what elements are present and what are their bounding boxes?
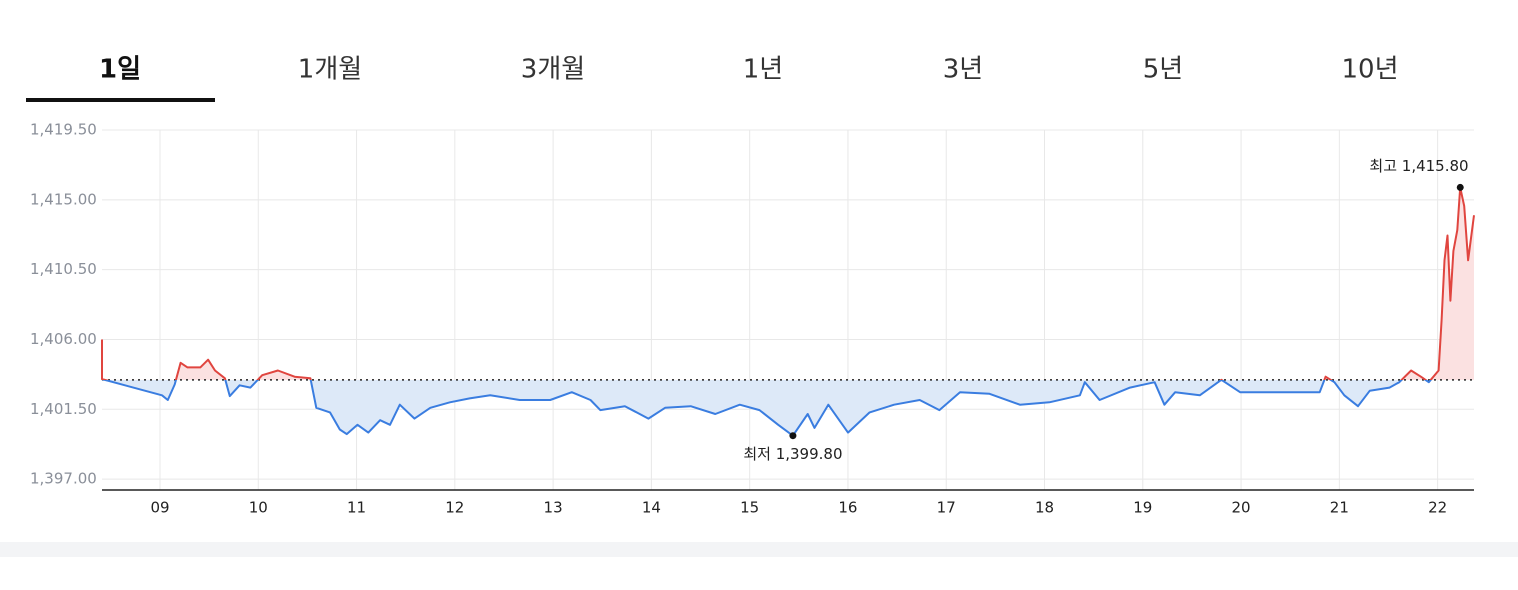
annotation-dot	[1456, 183, 1464, 191]
area-fill	[102, 187, 1474, 436]
x-tick-label: 20	[1232, 499, 1251, 517]
x-tick-label: 14	[642, 499, 661, 517]
annotation-dot	[789, 432, 797, 440]
tab[interactable]: 3개월	[521, 55, 585, 85]
x-tick-label: 18	[1035, 499, 1054, 517]
footer-band	[0, 542, 1518, 557]
tab[interactable]: 5년	[1143, 55, 1183, 85]
x-tick-label: 10	[249, 499, 268, 517]
annotation-label: 최저 1,399.80	[743, 445, 842, 463]
y-tick-label: 1,415.00	[30, 190, 97, 208]
tab[interactable]: 1일	[99, 55, 141, 85]
tab[interactable]: 1개월	[298, 55, 362, 85]
x-tick-label: 13	[544, 499, 563, 517]
x-tick-label: 09	[150, 499, 169, 517]
tab[interactable]: 3년	[943, 55, 983, 85]
y-tick-label: 1,410.50	[30, 260, 97, 278]
x-tick-label: 22	[1428, 499, 1447, 517]
x-tick-label: 11	[347, 499, 366, 517]
x-tick-label: 21	[1330, 499, 1349, 517]
annotation-label: 최고 1,415.80	[1369, 157, 1468, 175]
y-tick-label: 1,419.50	[30, 121, 97, 139]
y-tick-label: 1,397.00	[30, 470, 97, 488]
x-tick-label: 12	[445, 499, 464, 517]
tab-underline	[26, 98, 215, 102]
tab[interactable]: 1년	[743, 55, 783, 85]
x-tick-label: 15	[740, 499, 759, 517]
y-tick-label: 1,406.00	[30, 330, 97, 348]
tab[interactable]: 10년	[1341, 55, 1398, 85]
x-tick-label: 17	[937, 499, 956, 517]
x-tick-label: 16	[838, 499, 857, 517]
x-tick-label: 19	[1133, 499, 1152, 517]
y-tick-label: 1,401.50	[30, 400, 97, 418]
